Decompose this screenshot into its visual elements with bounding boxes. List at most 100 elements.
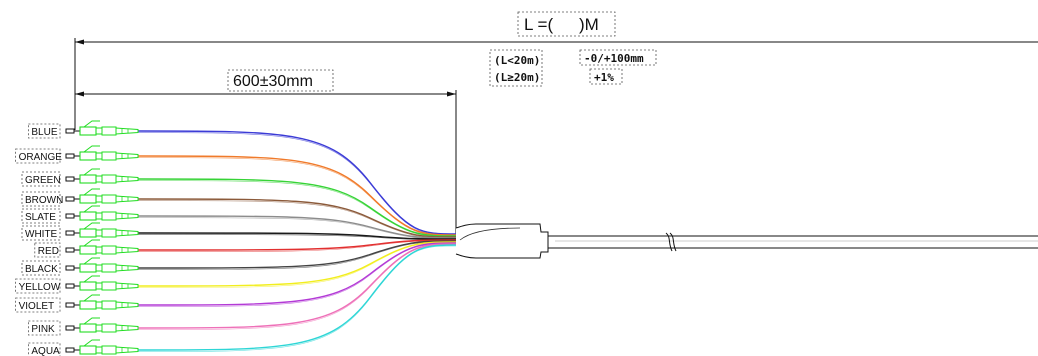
connector-body — [79, 151, 97, 161]
connector-boot — [115, 229, 139, 237]
fiber-label-orange: ORANGE — [19, 152, 63, 163]
connector-ferrule — [65, 128, 75, 134]
condition-box — [489, 49, 543, 87]
fiber-black — [137, 240, 459, 269]
connector-boot — [115, 152, 139, 160]
connector-latch — [83, 317, 100, 325]
fiber-strand-aqua — [137, 245, 459, 352]
fiber-green — [137, 178, 459, 237]
connector-body — [79, 345, 97, 355]
fiber-labels: BLUE ORANGE GREEN BROWN SLATE WHITE RED BLACK YE… — [15, 123, 63, 356]
connector-slate — [65, 205, 139, 221]
connector-collar — [95, 301, 103, 309]
connector-collar — [95, 264, 103, 272]
connector-boot — [115, 246, 139, 254]
connector-body — [79, 126, 97, 136]
connector-housing — [101, 300, 117, 310]
connector-orange — [65, 145, 139, 161]
fiber-label-box-green — [21, 171, 61, 187]
connector-housing — [101, 281, 117, 291]
connector-body — [79, 174, 97, 184]
connector-latch — [83, 339, 100, 347]
connector-latch — [83, 205, 100, 213]
connector-ferrule — [65, 265, 75, 271]
connector-latch — [83, 222, 100, 230]
connector-housing — [101, 323, 117, 333]
connector-housing — [101, 211, 117, 221]
fiber-strand-black — [137, 241, 459, 270]
fiber-aqua — [137, 244, 459, 351]
fiber-strand-orange — [137, 157, 459, 237]
fiber-label-brown: BROWN — [25, 195, 63, 206]
connector-ferrule — [65, 176, 75, 182]
connector-boot — [115, 301, 139, 309]
connector-collar — [95, 175, 103, 183]
connector-boot — [115, 346, 139, 354]
connector-ferrule — [65, 213, 75, 219]
connector-pink — [65, 317, 139, 333]
connector-boot — [115, 324, 139, 332]
connector-body — [79, 323, 97, 333]
connector-blue — [65, 120, 139, 136]
fiber-strand-yellow — [137, 242, 459, 288]
fiber-label-green: GREEN — [25, 175, 61, 186]
connector-latch — [83, 239, 100, 247]
connector-green — [65, 168, 139, 184]
length-arrow-head — [75, 39, 84, 45]
fiber-label-red: RED — [38, 246, 59, 257]
trunk-cable — [548, 232, 1038, 252]
connector-latch — [83, 275, 100, 283]
length-label-suffix: )M — [579, 15, 599, 34]
connector-latch — [83, 257, 100, 265]
fiber-strand-white — [137, 234, 459, 241]
connector-latch — [83, 294, 100, 302]
trunk-break-mark-2 — [669, 232, 677, 252]
breakout-label: 600±30mm — [233, 73, 313, 90]
fiber-label-violet: VIOLET — [19, 301, 55, 312]
connector-boot — [115, 282, 139, 290]
length-label-prefix: L =( — [524, 15, 553, 34]
breakout-label-box — [227, 69, 334, 92]
fiber-violet — [137, 242, 459, 306]
fiber-label-box-red — [34, 242, 61, 258]
fiber-label-white: WHITE — [25, 229, 58, 240]
connector-body — [79, 194, 97, 204]
connector-boot — [115, 127, 139, 135]
connector-black — [65, 257, 139, 273]
connector-collar — [95, 229, 103, 237]
connector-body — [79, 300, 97, 310]
fiber-label-blue: BLUE — [31, 127, 57, 138]
fiber-label-black: BLACK — [25, 264, 58, 275]
fiber-label-box-orange — [15, 148, 61, 164]
fiber-label-box-black — [21, 260, 61, 276]
connector-brown — [65, 188, 139, 204]
fiber-strand-violet — [137, 243, 459, 307]
boot-outline — [455, 223, 549, 259]
breakout-arrow-right — [447, 91, 456, 97]
connector-white — [65, 222, 139, 238]
connector-collar — [95, 212, 103, 220]
connector-ferrule — [65, 347, 75, 353]
furcation-boot — [455, 223, 549, 259]
fiber-yellow — [137, 241, 459, 287]
fiber-label-box-pink — [27, 320, 61, 336]
fiber-white — [137, 232, 459, 240]
length-label-box — [517, 11, 616, 37]
connector-housing — [101, 126, 117, 136]
fiber-label-box-slate — [21, 208, 61, 224]
connector-collar — [95, 127, 103, 135]
fiber-strand-red — [137, 240, 459, 252]
fiber-strand-blue — [137, 132, 459, 236]
tolerance-row-2: +1% — [594, 71, 614, 84]
connector-housing — [101, 194, 117, 204]
connector-ferrule — [65, 196, 75, 202]
connector-aqua — [65, 339, 139, 355]
connector-ferrule — [65, 153, 75, 159]
connector-housing — [101, 345, 117, 355]
connector-collar — [95, 346, 103, 354]
connector-red — [65, 239, 139, 255]
fiber-label-box-brown — [21, 191, 61, 207]
fiber-red — [137, 239, 459, 251]
connector-housing — [101, 263, 117, 273]
